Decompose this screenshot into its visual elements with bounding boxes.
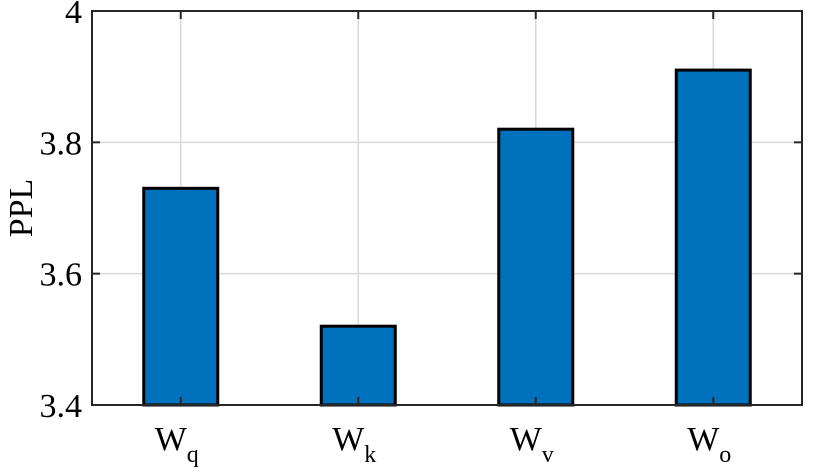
x-tick-subscript: v: [542, 442, 554, 468]
bar: [674, 68, 752, 407]
bars: [142, 68, 752, 407]
bar: [142, 186, 220, 407]
x-tick-label: Wk: [332, 421, 376, 468]
ticks: [92, 10, 802, 406]
x-tick-subscript: k: [364, 442, 376, 468]
x-tick-label: Wv: [510, 421, 554, 468]
y-tick-label: 3.6: [40, 257, 83, 294]
y-tick-label: 3.4: [40, 388, 83, 425]
x-tick-label: Wo: [687, 421, 731, 468]
bar: [319, 324, 397, 407]
y-tick-label: 3.8: [40, 125, 83, 162]
y-tick-labels: 3.4 3.6 3.8 4: [40, 0, 83, 425]
x-tick-subscript: q: [187, 442, 199, 468]
bar: [497, 127, 575, 407]
y-axis-label: PPL: [3, 179, 40, 238]
x-tick-labels: Wq Wk Wv Wo: [155, 421, 732, 468]
y-tick-label: 4: [65, 0, 82, 31]
axes-box: [91, 10, 803, 406]
x-tick-subscript: o: [719, 442, 731, 468]
x-tick-label: Wq: [155, 421, 199, 468]
